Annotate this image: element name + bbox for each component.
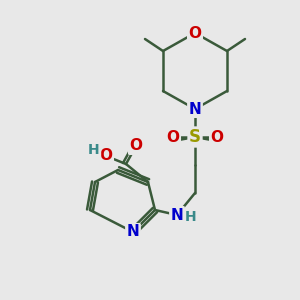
- Text: O: O: [211, 130, 224, 145]
- Text: N: N: [127, 224, 140, 239]
- Text: O: O: [167, 130, 179, 145]
- Text: H: H: [88, 143, 100, 157]
- Text: N: N: [171, 208, 183, 223]
- Text: S: S: [189, 128, 201, 146]
- Text: O: O: [188, 26, 202, 40]
- Text: O: O: [130, 139, 142, 154]
- Text: O: O: [100, 148, 112, 164]
- Text: N: N: [189, 101, 201, 116]
- Text: H: H: [185, 210, 197, 224]
